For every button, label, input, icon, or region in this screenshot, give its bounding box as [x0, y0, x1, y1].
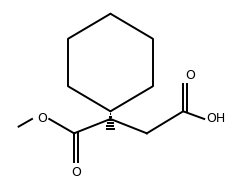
Text: O: O — [37, 113, 47, 125]
Text: O: O — [185, 69, 195, 82]
Text: O: O — [71, 166, 81, 179]
Text: OH: OH — [206, 113, 225, 125]
